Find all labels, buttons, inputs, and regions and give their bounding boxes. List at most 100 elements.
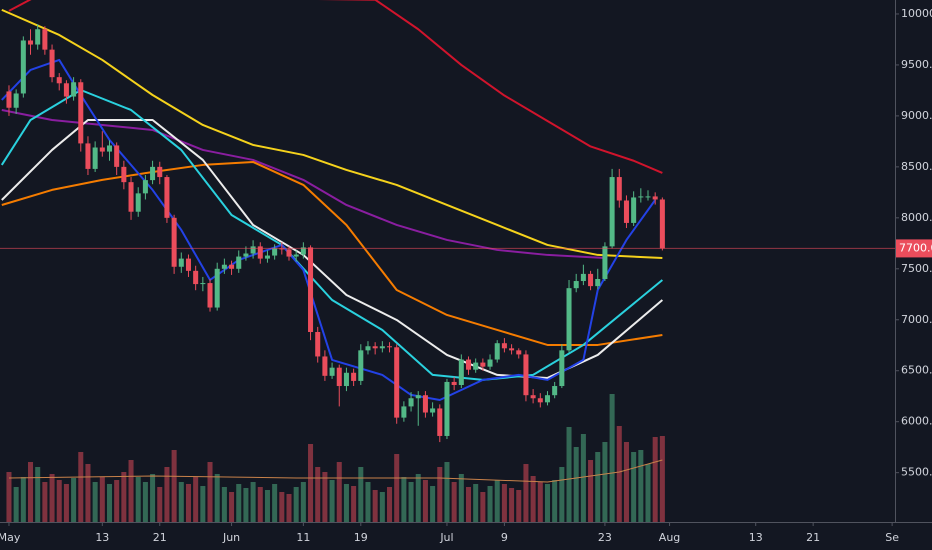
candle-body — [92, 147, 98, 169]
candle-body — [437, 408, 443, 436]
candle-body — [286, 249, 292, 257]
candle-body — [114, 145, 120, 167]
candle-body — [494, 343, 500, 360]
candle-body — [487, 359, 493, 367]
volume-bar — [509, 488, 515, 522]
volume-bar — [422, 480, 428, 522]
volume-bar — [243, 488, 249, 522]
x-tick-label: 21 — [153, 531, 167, 544]
candle-body — [588, 273, 594, 287]
candle-body — [379, 346, 385, 349]
volume-bar — [387, 487, 393, 522]
candle-body — [221, 264, 227, 269]
candle-body — [329, 367, 335, 376]
volume-bar — [85, 464, 91, 522]
volume-bar — [602, 442, 608, 522]
volume-bar — [71, 478, 77, 522]
candle-body — [250, 246, 256, 254]
candle-body — [28, 40, 34, 45]
candle-body — [351, 372, 357, 381]
candle-body — [645, 196, 651, 198]
candle-body — [559, 350, 565, 387]
candle-body — [279, 248, 285, 250]
candle-body — [372, 346, 378, 349]
volume-bar — [544, 484, 550, 522]
volume-bar — [365, 482, 371, 522]
candle-body — [42, 29, 48, 50]
volume-bar — [351, 486, 357, 522]
candle-body — [207, 283, 213, 308]
volume-bar — [537, 482, 543, 522]
last-price-label: 7700.0 — [899, 241, 932, 254]
candle-body — [544, 395, 550, 403]
volume-bar — [372, 490, 378, 522]
candle-body — [659, 199, 665, 249]
x-tick-label: 13 — [95, 531, 109, 544]
volume-bar — [185, 484, 191, 522]
y-tick-label: 5500.0 — [901, 466, 932, 479]
volume-bar — [35, 467, 41, 522]
volume-bar — [343, 484, 349, 522]
volume-bar — [358, 467, 364, 522]
y-tick-label: 9000.0 — [901, 109, 932, 122]
candle-body — [343, 372, 349, 387]
volume-bar — [63, 484, 69, 522]
candle-body — [595, 278, 601, 287]
x-tick-label: Aug — [659, 531, 680, 544]
volume-bar — [329, 480, 335, 522]
volume-bar — [114, 480, 120, 522]
candle-body — [106, 145, 113, 152]
volume-bar — [308, 444, 314, 522]
candle-body — [71, 82, 77, 97]
candle-body — [121, 166, 127, 183]
candle-body — [200, 283, 206, 285]
volume-bar — [250, 482, 256, 522]
volume-bar — [559, 467, 565, 522]
volume-ma-line — [8, 459, 663, 483]
volume-bar — [573, 447, 579, 522]
volume-bar — [257, 487, 263, 522]
x-tick-label: 19 — [354, 531, 368, 544]
candle-body — [178, 258, 184, 267]
volume-bar — [566, 427, 572, 522]
volume-bar — [465, 487, 472, 522]
volume-bar — [42, 482, 48, 522]
ma-line — [1, 160, 663, 346]
volume-bar — [279, 492, 285, 522]
candle-body — [451, 381, 457, 386]
candle-body — [243, 253, 249, 257]
volume-bar — [221, 487, 227, 522]
y-tick-label: 7000.0 — [901, 313, 932, 326]
volume-bar — [157, 487, 163, 522]
volume-bar — [13, 487, 19, 522]
candle-body — [157, 166, 163, 178]
volume-bar — [207, 462, 213, 522]
candle-body — [458, 359, 464, 386]
volume-bar — [229, 492, 235, 522]
candle-body — [214, 268, 220, 308]
volume-bar — [408, 482, 414, 522]
volume-bar — [128, 460, 134, 522]
volume-bar — [272, 484, 278, 522]
volume-bar — [473, 484, 479, 522]
candles — [6, 24, 665, 443]
volume-bar — [49, 474, 55, 522]
candle-body — [473, 362, 479, 370]
candle-body — [365, 346, 371, 351]
x-tick-label: Jun — [222, 531, 240, 544]
candle-body — [35, 29, 41, 45]
volume-bar — [164, 467, 170, 522]
candle-body — [552, 386, 558, 396]
volume-bar — [437, 467, 443, 522]
candle-body — [444, 381, 450, 436]
volume-bar — [336, 462, 342, 522]
volume-bar — [171, 450, 177, 522]
candle-body — [537, 398, 543, 403]
volume-bar — [379, 492, 385, 522]
x-tick-label: Se — [885, 531, 899, 544]
candle-body — [128, 182, 134, 212]
ma-line — [1, 109, 605, 259]
candle-body — [638, 196, 644, 198]
x-tick-label: 23 — [598, 531, 612, 544]
